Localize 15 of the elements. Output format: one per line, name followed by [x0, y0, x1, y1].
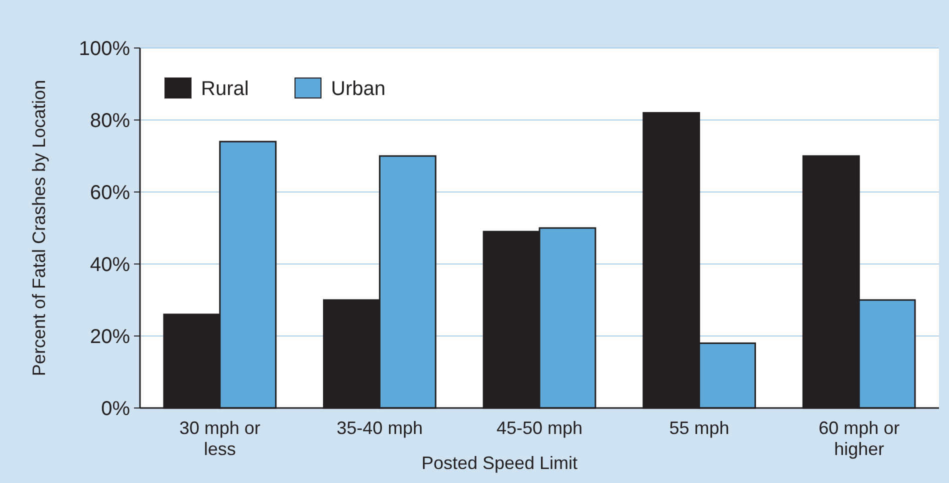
x-tick-label: 45-50 mph: [496, 418, 583, 438]
y-tick-label: 20%: [90, 326, 130, 348]
y-tick-label: 40%: [90, 254, 130, 276]
x-tick-label: 60 mph or higher: [818, 418, 900, 459]
legend-label: Rural: [201, 78, 249, 100]
x-tick-label: 55 mph: [669, 418, 730, 438]
y-tick-label: 80%: [90, 110, 130, 132]
y-axis-title: Percent of Fatal Crashes by Location: [29, 80, 49, 376]
y-tick-label: 100%: [78, 38, 130, 60]
y-tick-label: 60%: [90, 182, 130, 204]
x-tick-label: 35-40 mph: [336, 418, 423, 438]
x-tick-label: 30 mph or less: [179, 418, 260, 459]
y-tick-label: 0%: [101, 398, 130, 420]
legend-label: Urban: [331, 78, 386, 100]
x-axis-title: Posted Speed Limit: [421, 453, 578, 473]
